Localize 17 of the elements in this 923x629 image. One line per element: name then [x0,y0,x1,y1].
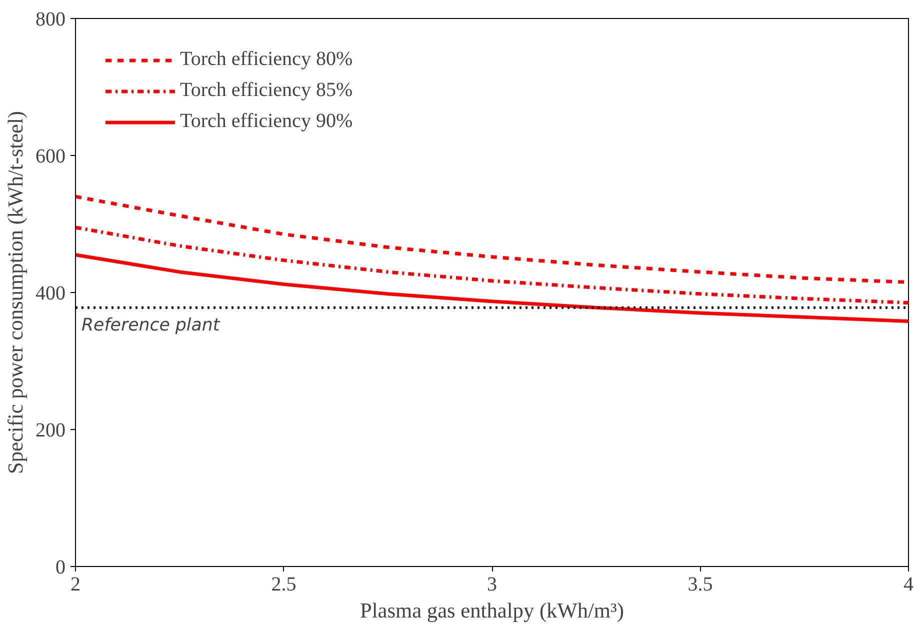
x-tick-label: 3 [487,574,497,596]
ref-line-label: Reference plant [82,316,221,336]
legend-label: Torch efficiency 90% [180,110,353,133]
y-axis-title: Specific power consumption (kWh/t-steel) [4,110,28,474]
x-axis-title: Plasma gas enthalpy (kWh/m³) [360,598,624,622]
y-tick-label: 600 [36,146,66,168]
y-tick-label: 800 [36,8,66,30]
y-tick-label: 400 [36,282,66,304]
x-tick-label: 2.5 [271,574,296,596]
x-tick-label: 4 [904,574,914,596]
y-tick-label: 0 [56,556,66,578]
y-tick-label: 200 [36,420,66,442]
x-tick-label: 2 [70,574,80,596]
x-tick-label: 3.5 [688,574,713,596]
line-series [76,226,908,305]
legend-label: Torch efficiency 80% [180,48,353,71]
legend-label: Torch efficiency 85% [180,79,353,102]
